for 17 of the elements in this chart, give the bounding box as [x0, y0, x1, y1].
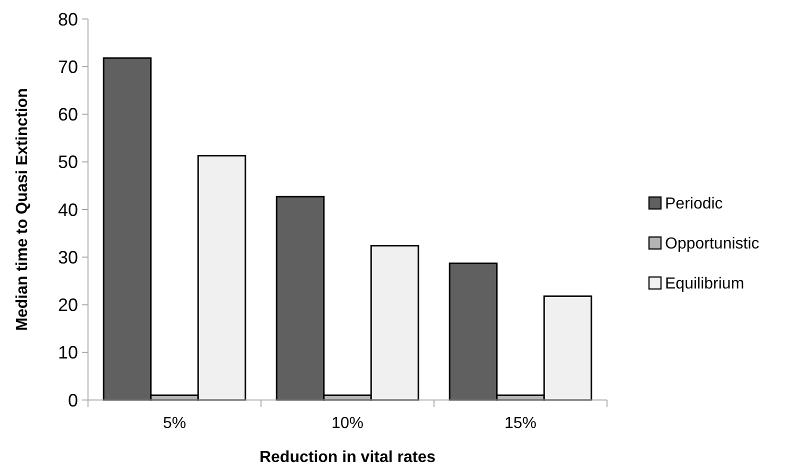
y-tick-label: 10 — [58, 342, 78, 363]
y-tick-label: 0 — [68, 390, 78, 410]
y-tick-label: 80 — [58, 9, 78, 30]
y-tick-label: 20 — [58, 295, 78, 316]
x-axis-title: Reduction in vital rates — [259, 449, 436, 466]
legend-label: Equilibrium — [665, 276, 744, 293]
x-tick-label: 10% — [331, 415, 364, 432]
y-tick-label: 40 — [58, 200, 78, 220]
y-tick-label: 50 — [58, 152, 78, 172]
y-tick-label: 60 — [58, 104, 78, 125]
legend-label: Periodic — [665, 196, 723, 213]
x-tick-label: 5% — [162, 415, 186, 432]
x-tick-label: 15% — [504, 415, 537, 432]
legend-label: Opportunistic — [665, 236, 760, 253]
y-axis-title: Median time to Quasi Extinction — [14, 88, 31, 331]
y-tick-label: 70 — [58, 56, 78, 77]
y-tick-label: 30 — [58, 247, 78, 268]
